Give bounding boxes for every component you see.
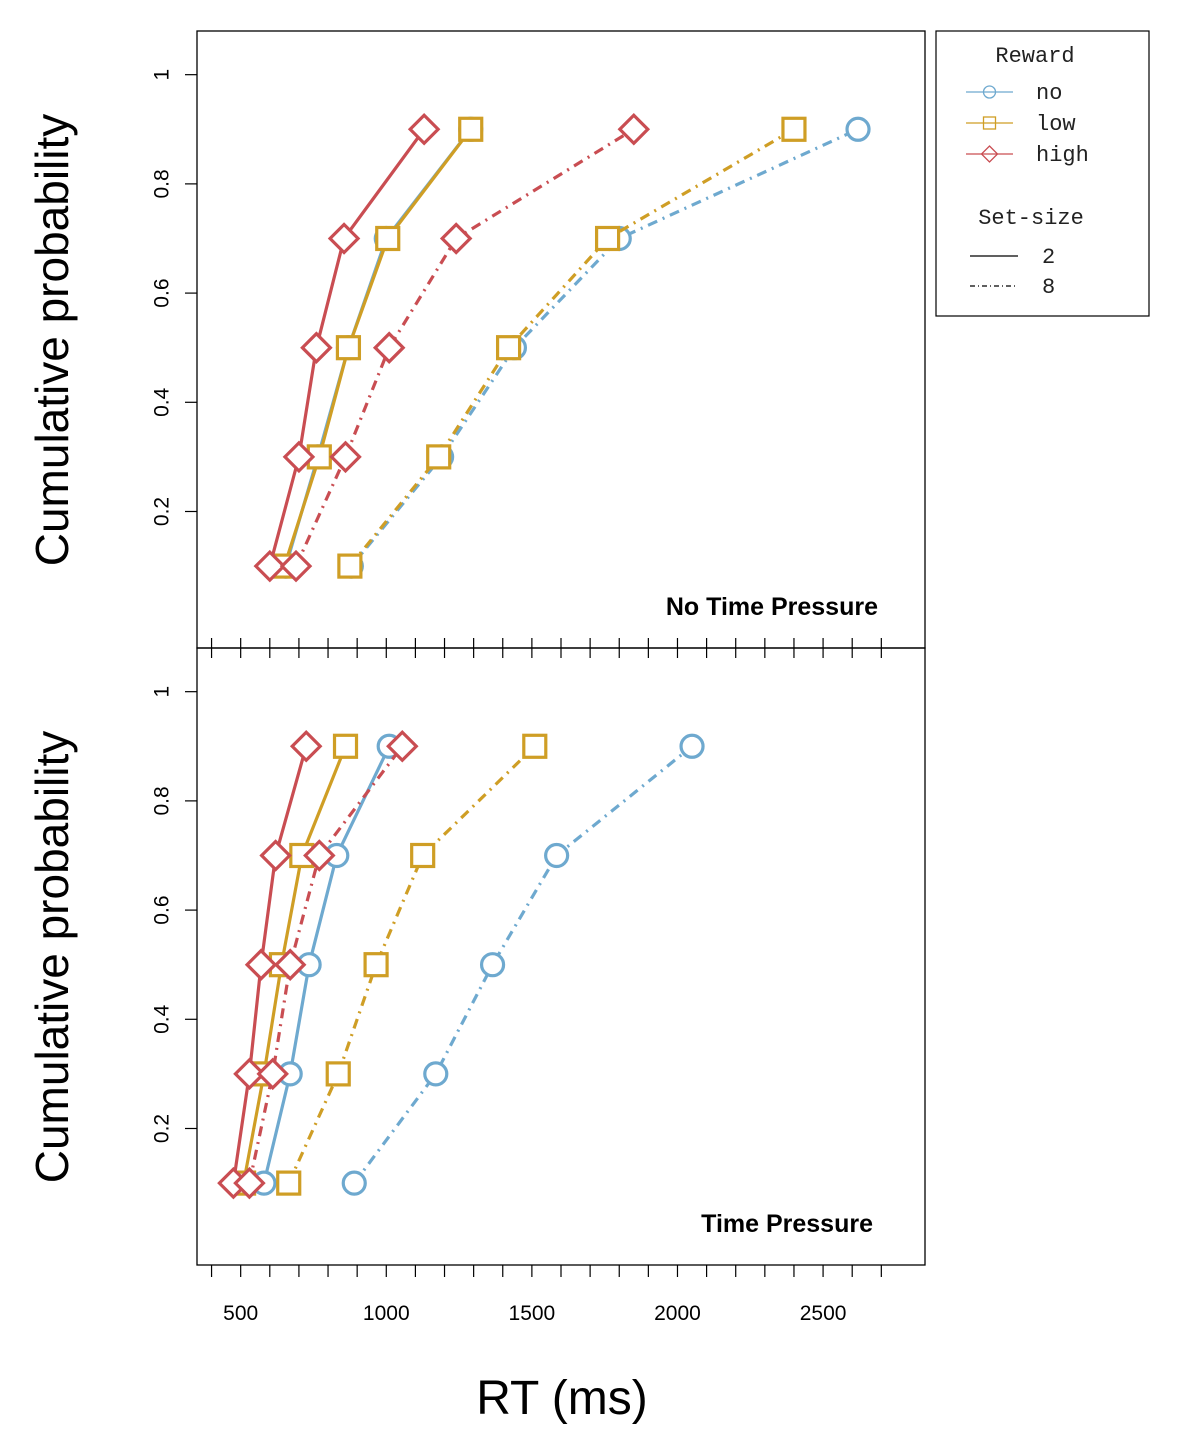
point-high-2-p1-2 xyxy=(244,948,278,981)
series-low-setsize-8-p1 xyxy=(276,733,548,1196)
y-tick-label-p1-3: 0.8 xyxy=(151,786,174,815)
point-low-8-p0-1 xyxy=(426,444,452,470)
point-low-8-p0-0 xyxy=(337,553,363,579)
legend-setsize-2-label: 2 xyxy=(1042,245,1055,270)
x-axis-label: RT (ms) xyxy=(476,1372,648,1425)
point-high-2-p1-4 xyxy=(289,730,323,763)
series-high-setsize-2-p0 xyxy=(253,113,441,583)
series-low-setsize-8-p0 xyxy=(337,116,807,579)
series-line-no-8-p0 xyxy=(350,127,859,568)
x-tick-label-4: 2500 xyxy=(800,1302,847,1325)
y-tick-label-p1-2: 0.6 xyxy=(151,895,174,924)
point-high-2-p0-3 xyxy=(327,222,361,255)
point-high-8-p0-2 xyxy=(372,331,406,364)
point-no-8-p1-0 xyxy=(341,1170,367,1196)
series-line-high-8-p0 xyxy=(294,127,635,567)
point-low-2-p0-2 xyxy=(335,335,362,361)
point-high-2-p1-1 xyxy=(233,1057,266,1091)
point-no-8-p1-3 xyxy=(544,842,570,869)
legend-setsize-title: Set-size xyxy=(978,206,1084,231)
point-no-8-p1-1 xyxy=(423,1061,449,1087)
legend: Reward no low high Set-size 2 8 xyxy=(935,30,1150,317)
point-high-2-p0-1 xyxy=(282,440,316,474)
point-low-8-p1-1 xyxy=(325,1061,351,1087)
panel-title-top: No Time Pressure xyxy=(666,593,878,621)
panel-1-series xyxy=(217,730,705,1200)
point-high-8-p1-1 xyxy=(256,1057,289,1091)
legend-low-marker xyxy=(982,116,997,130)
point-high-8-p1-3 xyxy=(303,839,336,872)
series-line-low-8-p1 xyxy=(287,745,536,1184)
legend-no-marker xyxy=(982,85,997,99)
series-line-no-8-p1 xyxy=(352,745,694,1185)
y-tick-label-p1-4: 1 xyxy=(151,686,174,698)
x-tick-label-0: 500 xyxy=(223,1302,258,1325)
legend-low-label: low xyxy=(1036,112,1076,137)
panel-0-series xyxy=(253,113,871,583)
point-high-2-p0-0 xyxy=(253,549,287,583)
point-low-8-p0-3 xyxy=(594,225,621,252)
legend-setsize-8-label: 8 xyxy=(1042,275,1055,300)
point-high-8-p0-1 xyxy=(329,440,362,474)
x-tick-label-1: 1000 xyxy=(363,1302,410,1325)
point-low-8-p1-4 xyxy=(522,733,548,759)
point-low-2-p1-4 xyxy=(332,733,359,759)
series-line-low-8-p0 xyxy=(348,127,795,568)
x-tick-label-2: 1500 xyxy=(509,1302,556,1325)
point-low-8-p0-4 xyxy=(781,116,807,142)
point-low-8-p1-3 xyxy=(410,842,436,869)
series-layer xyxy=(217,113,871,1200)
legend-no-label: no xyxy=(1036,81,1062,106)
point-high-8-p0-4 xyxy=(617,113,651,146)
series-no-setsize-8-p1 xyxy=(341,733,705,1196)
legend-reward-title: Reward xyxy=(995,44,1074,69)
legend-high-label: high xyxy=(1036,143,1089,168)
point-high-8-p1-4 xyxy=(386,730,419,763)
plot-frame-top xyxy=(196,30,926,649)
point-high-8-p1-2 xyxy=(273,948,307,981)
point-low-8-p1-0 xyxy=(276,1170,302,1196)
point-no-8-p1-4 xyxy=(679,733,705,759)
panel-title-bottom: Time Pressure xyxy=(701,1210,873,1238)
y-tick-label-p0-3: 0.8 xyxy=(151,169,174,198)
y-axis-label-top: Cumulative probability xyxy=(26,114,78,567)
legend-high-marker xyxy=(980,145,999,163)
point-high-2-p0-4 xyxy=(407,113,441,146)
legend-box xyxy=(935,30,1150,317)
series-high-setsize-8-p1 xyxy=(233,730,419,1200)
y-tick-label-p0-1: 0.4 xyxy=(151,387,174,417)
point-no-8-p1-2 xyxy=(479,952,506,978)
point-high-8-p0-0 xyxy=(279,549,313,583)
series-no-setsize-8-p0 xyxy=(338,116,871,579)
point-high-8-p1-0 xyxy=(233,1166,266,1200)
y-tick-label-p0-4: 1 xyxy=(151,69,174,81)
point-high-2-p1-3 xyxy=(259,839,292,872)
point-no-8-p0-4 xyxy=(845,116,871,142)
x-tick-label-3: 2000 xyxy=(654,1302,701,1325)
point-low-8-p0-2 xyxy=(495,335,522,361)
point-low-8-p1-2 xyxy=(363,952,389,978)
point-low-2-p0-4 xyxy=(458,116,484,142)
series-high-setsize-8-p0 xyxy=(279,113,651,583)
y-tick-label-p1-0: 0.2 xyxy=(151,1114,174,1143)
y-tick-label-p1-1: 0.4 xyxy=(151,1004,174,1034)
y-tick-label-p0-0: 0.2 xyxy=(151,497,174,526)
y-axis-label-bottom: Cumulative probability xyxy=(26,731,78,1184)
y-tick-label-p0-2: 0.6 xyxy=(151,278,174,307)
point-high-8-p0-3 xyxy=(439,222,473,255)
point-high-2-p0-2 xyxy=(300,331,333,364)
point-low-2-p0-3 xyxy=(375,225,401,252)
